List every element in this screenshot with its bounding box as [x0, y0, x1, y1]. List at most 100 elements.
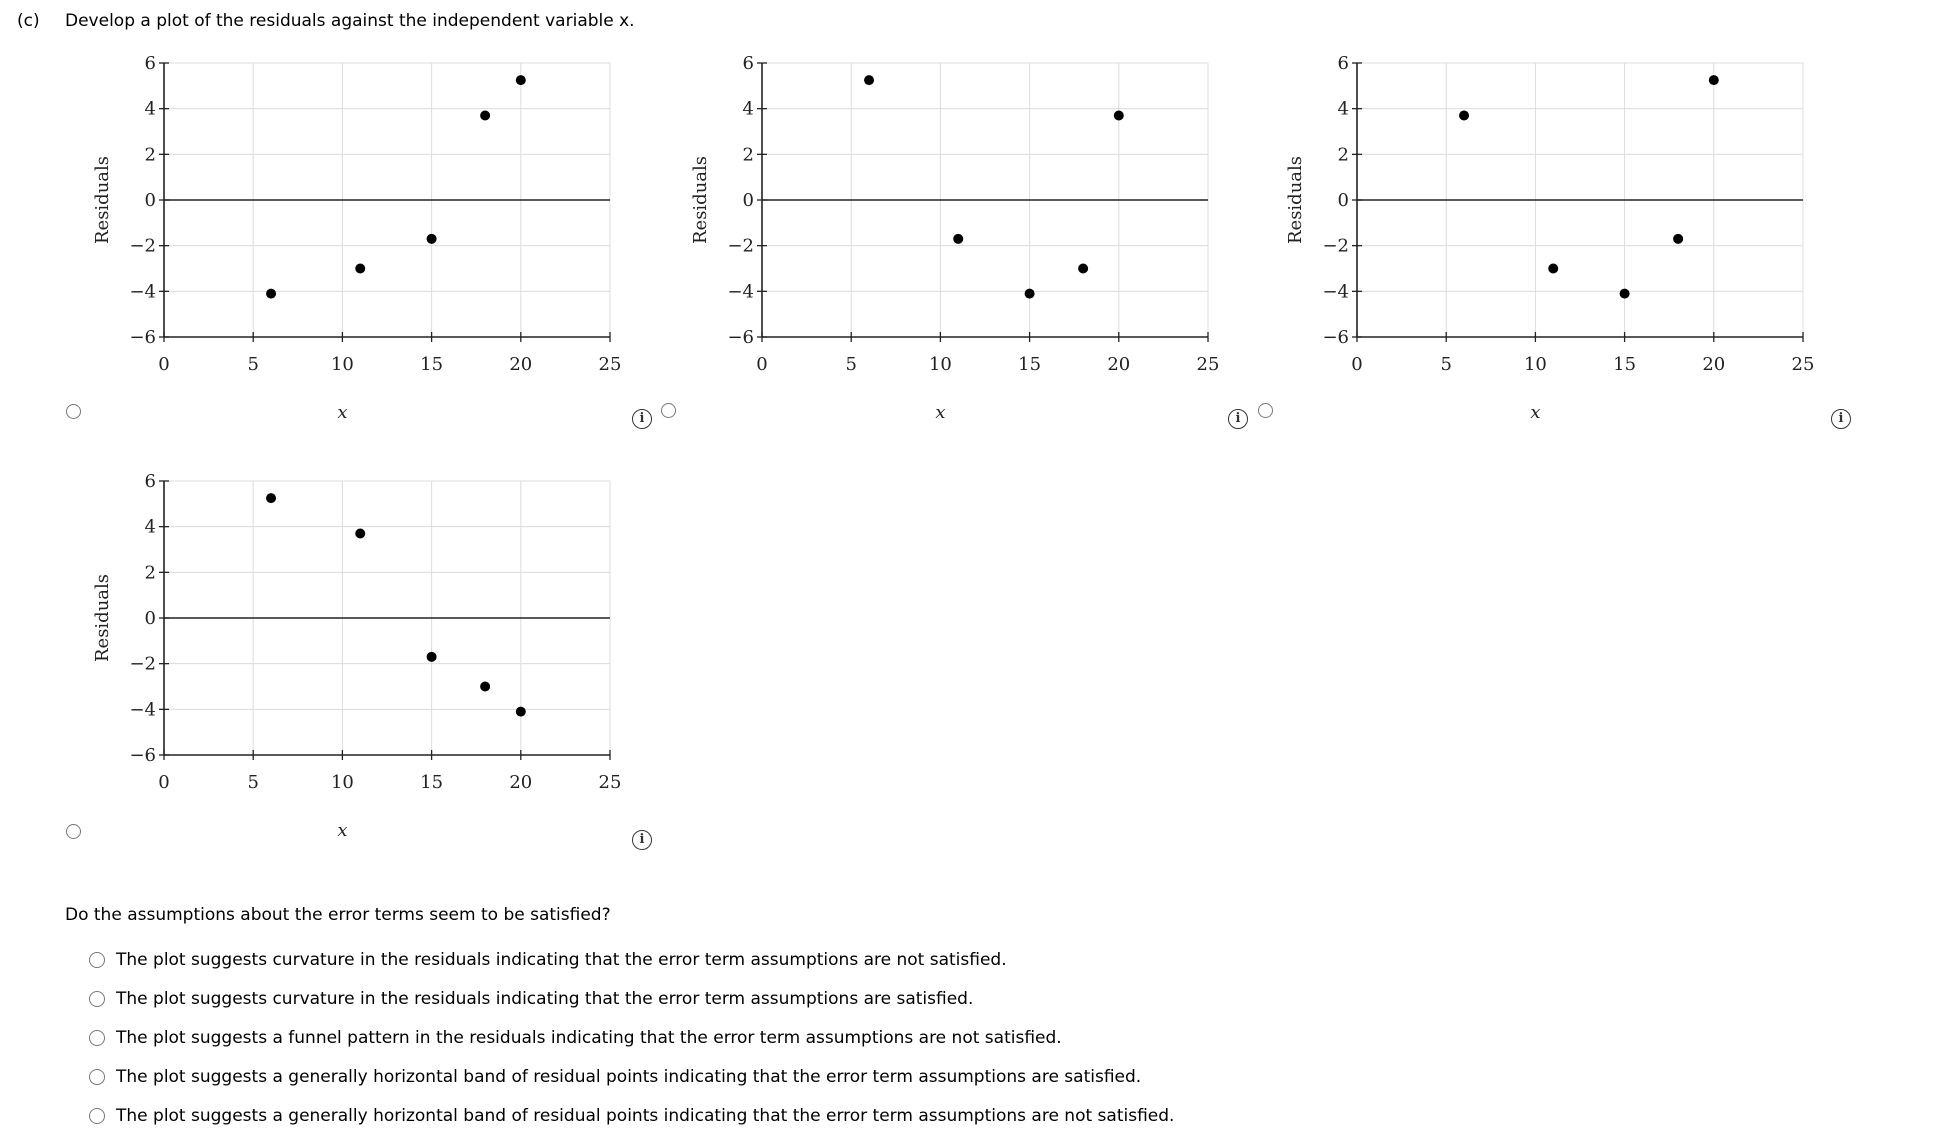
- svg-text:25: 25: [1792, 354, 1815, 375]
- svg-text:0: 0: [145, 190, 156, 211]
- svg-text:2: 2: [1338, 144, 1349, 165]
- option-label: The plot suggests curvature in the resid…: [116, 949, 1007, 970]
- svg-text:0: 0: [743, 190, 754, 211]
- radio-button[interactable]: [89, 1029, 105, 1046]
- svg-text:−2: −2: [129, 236, 156, 257]
- residual-plot-3: −6 −4 −2 0 2 4 6 0 5 10 15 20 25 Residuals x: [1277, 50, 1837, 434]
- data-point: [266, 288, 277, 299]
- part-label: (c): [17, 11, 40, 31]
- svg-text:0: 0: [1338, 190, 1349, 211]
- info-icon[interactable]: i: [1228, 409, 1248, 429]
- svg-text:6: 6: [743, 53, 754, 74]
- option-label: The plot suggests a generally horizontal…: [116, 1105, 1175, 1126]
- svg-text:15: 15: [420, 354, 443, 375]
- plot-choice-radio-4[interactable]: [66, 824, 81, 839]
- data-point: [1548, 263, 1559, 274]
- svg-text:−4: −4: [1322, 281, 1349, 302]
- svg-text:20: 20: [1107, 354, 1130, 375]
- info-icon[interactable]: i: [1831, 409, 1851, 429]
- svg-text:−6: −6: [727, 327, 754, 348]
- plot-choice-radio-3[interactable]: [1258, 403, 1273, 418]
- plot-choice-radio-2[interactable]: [661, 403, 676, 418]
- svg-text:2: 2: [145, 144, 156, 165]
- svg-text:10: 10: [929, 354, 952, 375]
- svg-text:−4: −4: [129, 281, 156, 302]
- svg-text:−6: −6: [129, 327, 156, 348]
- svg-text:−2: −2: [129, 654, 156, 675]
- svg-text:5: 5: [845, 354, 856, 375]
- data-point: [953, 233, 964, 244]
- data-point: [1024, 288, 1035, 299]
- option-label: The plot suggests a generally horizontal…: [116, 1066, 1142, 1087]
- residual-plot-4: −6 −4 −2 0 2 4 6 0 5 10 15 20 25 Residuals x: [84, 468, 644, 852]
- svg-text:6: 6: [1338, 53, 1349, 74]
- svg-text:−4: −4: [727, 281, 754, 302]
- svg-text:10: 10: [1524, 354, 1547, 375]
- data-point: [1673, 233, 1684, 244]
- svg-text:25: 25: [1197, 354, 1220, 375]
- data-point: [515, 75, 526, 86]
- option-label: The plot suggests a funnel pattern in th…: [116, 1027, 1062, 1048]
- data-point: [426, 651, 437, 662]
- svg-text:15: 15: [1613, 354, 1636, 375]
- svg-text:15: 15: [420, 772, 443, 793]
- residual-plot-2: −6 −4 −2 0 2 4 6 0 5 10 15 20 25 Residuals x: [682, 50, 1242, 434]
- data-point: [480, 681, 491, 692]
- title-text: Develop a plot of the residuals against …: [65, 11, 635, 31]
- data-point: [1619, 288, 1630, 299]
- plot-choice-radio-1[interactable]: [66, 404, 81, 419]
- svg-text:4: 4: [743, 99, 754, 120]
- data-point: [1708, 75, 1719, 86]
- svg-text:0: 0: [158, 772, 169, 793]
- answer-option-4[interactable]: The plot suggests a generally horizontal…: [89, 1057, 1174, 1096]
- svg-text:2: 2: [145, 562, 156, 583]
- svg-text:4: 4: [145, 99, 156, 120]
- svg-text:20: 20: [1702, 354, 1725, 375]
- answer-option-3[interactable]: The plot suggests a funnel pattern in th…: [89, 1018, 1174, 1057]
- svg-text:0: 0: [145, 608, 156, 629]
- option-label: The plot suggests curvature in the resid…: [116, 988, 974, 1009]
- svg-text:5: 5: [247, 354, 258, 375]
- data-point: [480, 110, 491, 121]
- info-icon[interactable]: i: [632, 830, 652, 850]
- svg-text:0: 0: [1351, 354, 1362, 375]
- answer-option-2[interactable]: The plot suggests curvature in the resid…: [89, 979, 1174, 1018]
- scatter-plot-svg: −6 −4 −2 0 2 4 6 0 5 10 15 20 25 Residuals x: [92, 471, 621, 841]
- radio-button[interactable]: [89, 990, 105, 1007]
- radio-button[interactable]: [89, 951, 105, 968]
- svg-text:10: 10: [331, 354, 354, 375]
- svg-text:6: 6: [145, 53, 156, 74]
- svg-text:6: 6: [145, 471, 156, 492]
- data-point: [426, 233, 437, 244]
- svg-text:x: x: [337, 820, 347, 841]
- svg-text:−2: −2: [1322, 236, 1349, 257]
- answer-option-1[interactable]: The plot suggests curvature in the resid…: [89, 940, 1174, 979]
- data-point: [864, 75, 875, 86]
- svg-text:4: 4: [145, 517, 156, 538]
- info-icon[interactable]: i: [632, 409, 652, 429]
- svg-text:Residuals: Residuals: [92, 574, 113, 662]
- question-title: (c) Develop a plot of the residuals again…: [17, 11, 635, 31]
- answer-options: The plot suggests curvature in the resid…: [89, 940, 1174, 1135]
- residual-plot-1: −6 −4 −2 0 2 4 6 0 5 10 15 20 25 Residuals x: [84, 50, 644, 434]
- svg-text:25: 25: [599, 354, 622, 375]
- data-point: [355, 263, 366, 274]
- data-point: [1113, 110, 1124, 121]
- svg-text:Residuals: Residuals: [690, 156, 711, 244]
- svg-text:4: 4: [1338, 99, 1349, 120]
- radio-button[interactable]: [89, 1107, 105, 1124]
- data-point: [266, 493, 277, 504]
- svg-text:Residuals: Residuals: [92, 156, 113, 244]
- svg-text:10: 10: [331, 772, 354, 793]
- svg-text:0: 0: [756, 354, 767, 375]
- svg-text:5: 5: [247, 772, 258, 793]
- answer-option-5[interactable]: The plot suggests a generally horizontal…: [89, 1096, 1174, 1135]
- svg-text:20: 20: [509, 772, 532, 793]
- svg-text:x: x: [337, 402, 347, 423]
- svg-text:5: 5: [1440, 354, 1451, 375]
- svg-text:−6: −6: [129, 745, 156, 766]
- svg-text:Residuals: Residuals: [1285, 156, 1306, 244]
- svg-text:2: 2: [743, 144, 754, 165]
- radio-button[interactable]: [89, 1068, 105, 1085]
- data-point: [1078, 263, 1089, 274]
